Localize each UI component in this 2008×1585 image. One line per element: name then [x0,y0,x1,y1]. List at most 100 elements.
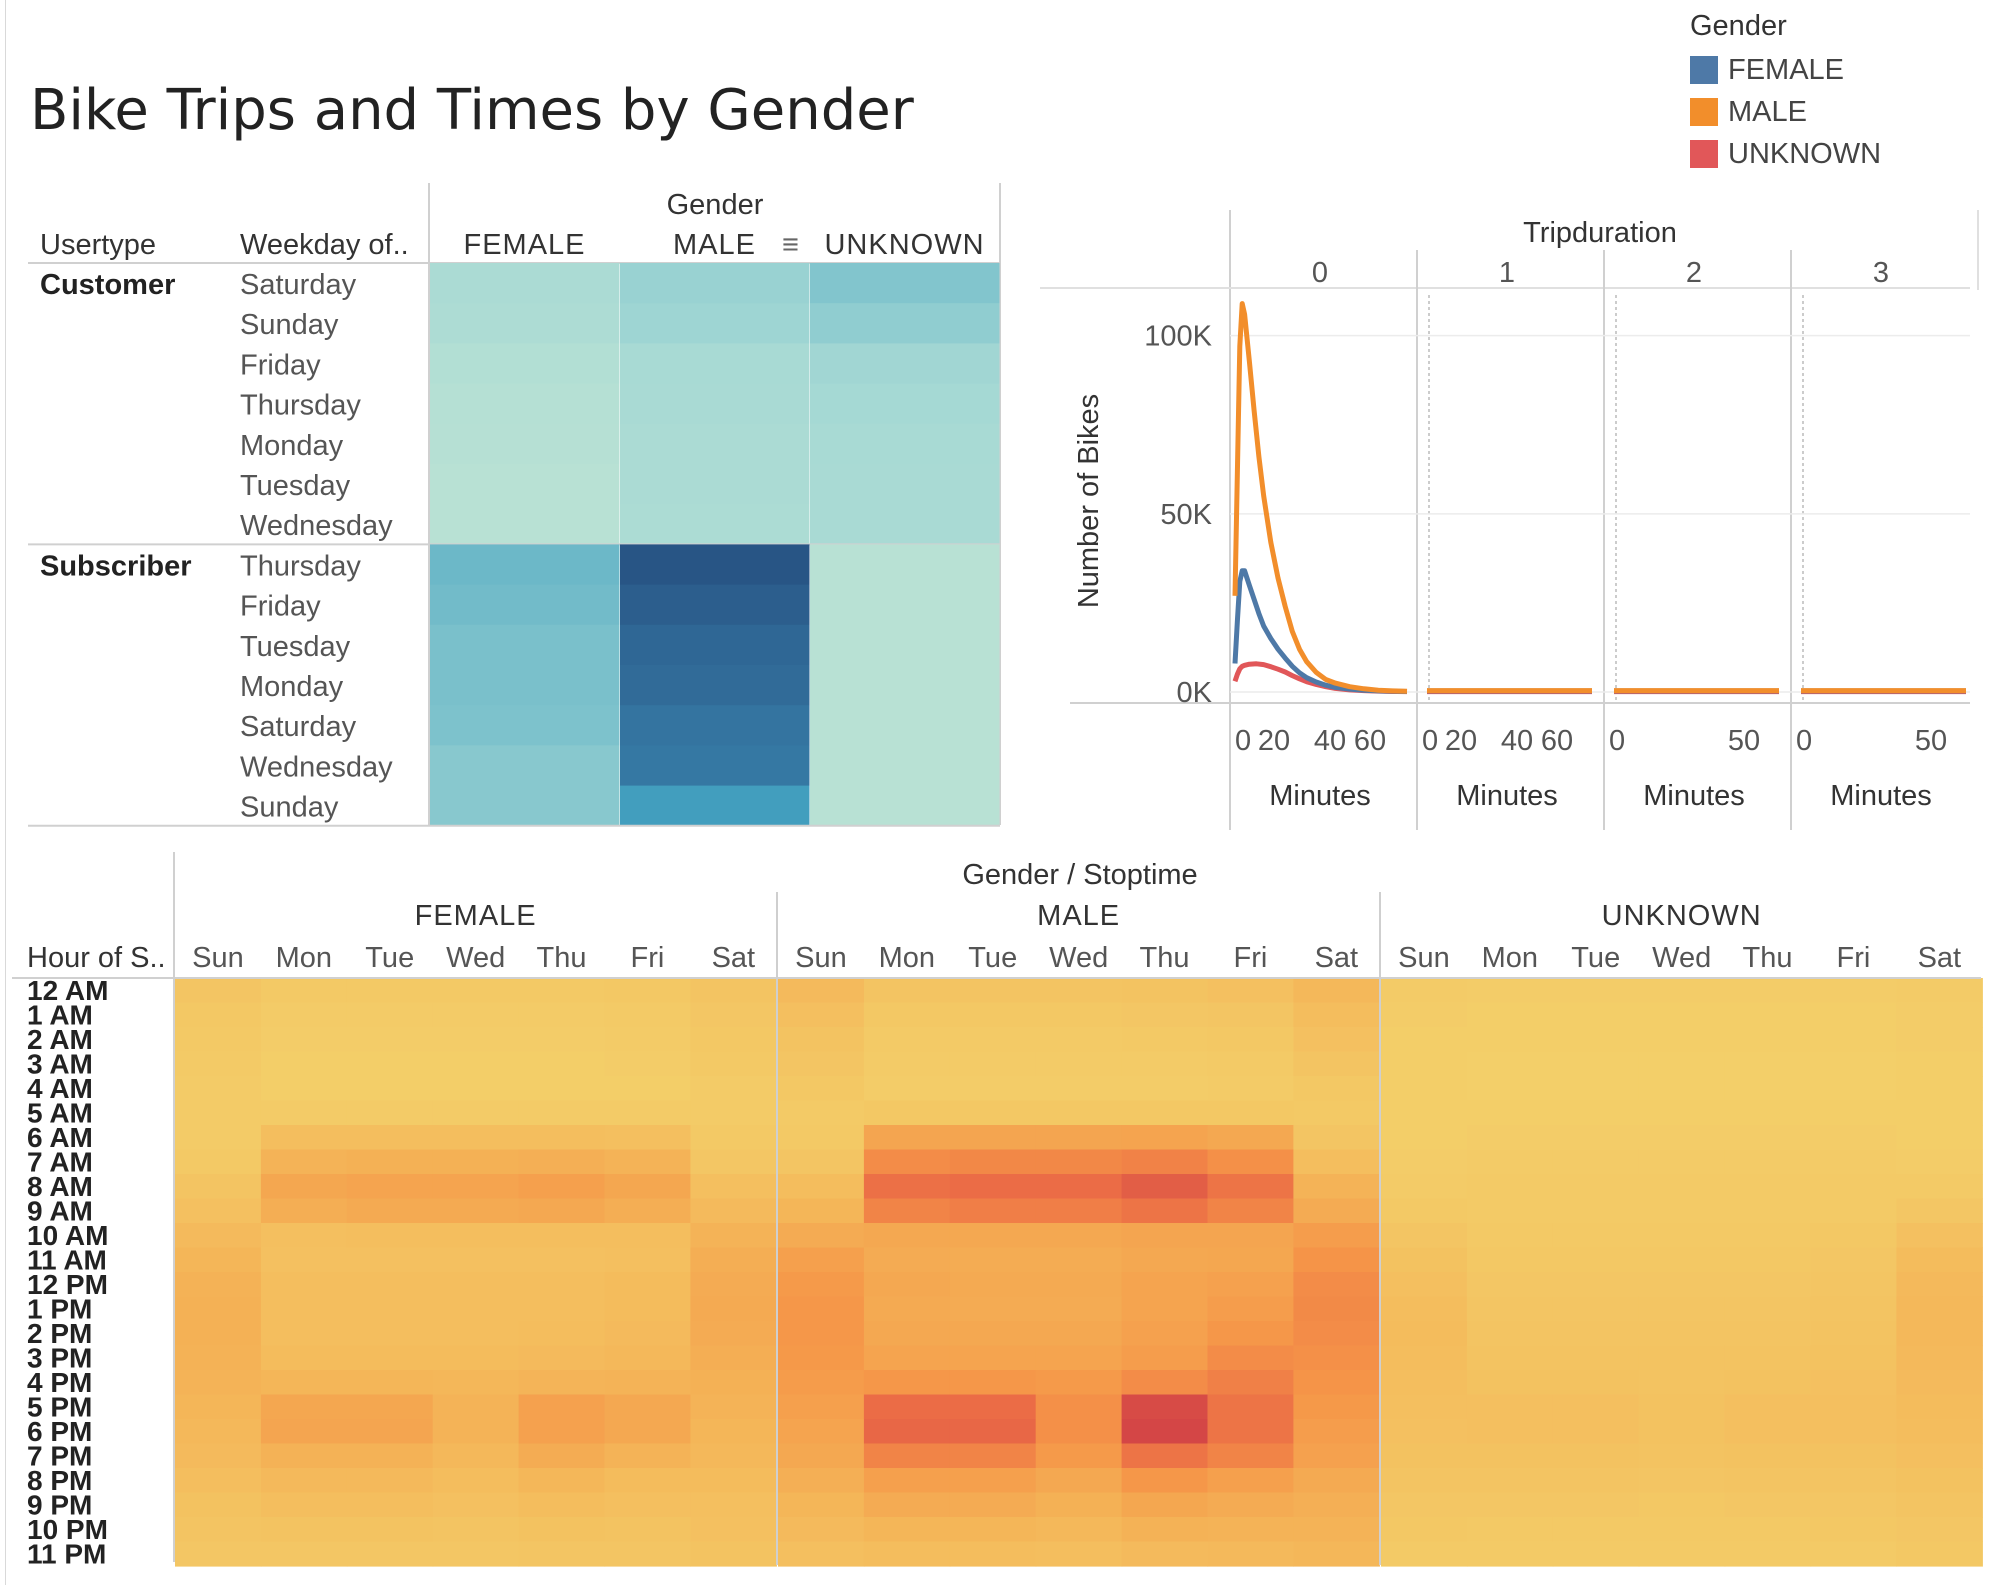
heat-cell [346,1443,434,1469]
hour-label: 12 AM [27,975,108,1006]
hour-label: 2 PM [27,1318,92,1349]
heat-cell [1638,1394,1726,1420]
heat-cell [604,1394,691,1420]
heat-cell [1207,1419,1294,1445]
heat-cell [432,1223,520,1249]
heat-cell [518,1002,606,1028]
heat-cell [1810,1223,1897,1249]
heat-cell [863,1247,951,1273]
heat-cell [346,1076,434,1102]
heat-cell [1638,1541,1726,1567]
x-tick-label: 60 [1354,725,1386,757]
day-label: Tue [1571,942,1620,974]
legend-item-female[interactable]: FEMALE [1690,49,1881,91]
heat-cell [690,1174,777,1200]
heat-cell [432,1051,520,1077]
usertype-weekday-heatmap: Gender Usertype Weekday of.. FEMALE MALE UNKN… [28,183,1001,827]
heat-cell [620,423,810,465]
heat-cell [690,1027,777,1053]
heat-cell [432,1100,520,1126]
day-label: Sat [1918,942,1962,974]
heat-cell [1724,1468,1812,1494]
heat-cell [949,1394,1037,1420]
heat-cell [260,1051,348,1077]
heat-cell [1293,1198,1380,1224]
heat-cell [1381,1051,1468,1077]
heat-cell [810,544,1000,586]
heat-cell [604,1541,691,1567]
heat-cell [1724,1296,1812,1322]
heat-cell [1381,1370,1468,1396]
heat-cell [1638,1223,1726,1249]
heat-cell [1724,1345,1812,1371]
heat-cell [1552,1517,1640,1543]
heat-cell [430,343,620,385]
heat-cell [1035,978,1123,1004]
heat-cell [1552,1419,1640,1445]
heat-cell [690,1345,777,1371]
heat-cell [690,1468,777,1494]
heat-cell [863,1541,951,1567]
heat-cell [346,1051,434,1077]
heat-cell [1638,1247,1726,1273]
heat-cell [620,745,810,787]
hour-label: 6 PM [27,1416,92,1447]
x-tick-label: 0 [1422,725,1438,757]
heat-cell [1466,1468,1554,1494]
heat-cell [346,1419,434,1445]
heat-cell [1724,1174,1812,1200]
heat-cell [1207,1002,1294,1028]
heat-cell [863,1517,951,1543]
weekday-label: Sunday [240,309,339,341]
legend-item-unknown[interactable]: UNKNOWN [1690,133,1881,175]
heat-cell [690,1321,777,1347]
heat-cell [1466,1100,1554,1126]
heat-cell [1293,1321,1380,1347]
legend-item-male[interactable]: MALE [1690,91,1881,133]
heat-cell [175,1517,262,1543]
x-axis-title: Minutes [1269,780,1371,812]
hour-label: 1 AM [27,1000,93,1031]
heat-cell [863,1198,951,1224]
heat-cell [518,1149,606,1175]
heat-cell [1724,1394,1812,1420]
heat-cell [432,1296,520,1322]
heat-cell [346,1125,434,1151]
heat-cell [1381,1247,1468,1273]
hour-label: 3 AM [27,1049,93,1080]
heat-cell [1293,1174,1380,1200]
heat-cell [1466,1223,1554,1249]
heat-cell [346,1027,434,1053]
heat-cell [1552,1100,1640,1126]
heat-cell [863,1443,951,1469]
heat-cell [620,624,810,666]
heat-cell [778,1419,865,1445]
heat-cell [1466,1370,1554,1396]
heat-cell [260,1492,348,1518]
heat-cell [175,1247,262,1273]
heat-cell [430,745,620,787]
heat-cell [863,1149,951,1175]
column-header-gender: Gender [667,189,764,221]
heat-cell [1638,1051,1726,1077]
x-tick-label: 0 [1609,725,1625,757]
heat-cell [1552,1492,1640,1518]
heat-cell [1121,1076,1209,1102]
heat-cell [949,1247,1037,1273]
panel-label-2: 2 [1686,257,1702,289]
heat-cell [690,1051,777,1077]
heat-cell [260,1419,348,1445]
heat-cell [863,978,951,1004]
heat-cell [778,1345,865,1371]
heat-cell [260,1247,348,1273]
heat-cell [1810,1468,1897,1494]
heat-cell [1381,1223,1468,1249]
heat-cell [949,1149,1037,1175]
day-label: Tue [968,942,1017,974]
day-label: Wed [1652,942,1711,974]
dashboard-title: Bike Trips and Times by Gender [30,78,914,143]
heat-cell [1207,978,1294,1004]
heat-cell [1810,978,1897,1004]
column-header-tripduration: Tripduration [1523,217,1677,249]
heat-cell [1466,1272,1554,1298]
